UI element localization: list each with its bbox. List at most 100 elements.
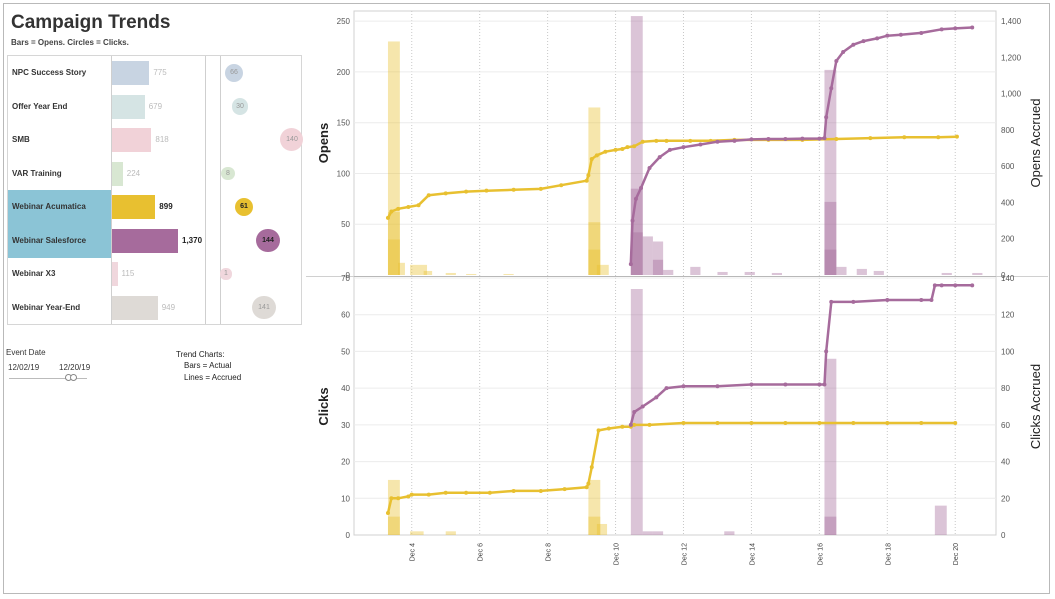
y2-tick-label: 800 [1001, 126, 1015, 135]
campaign-row[interactable]: SMB 818 140 [8, 123, 304, 157]
y2-tick-label: 200 [1001, 235, 1015, 244]
chart-bar [398, 262, 405, 275]
trend-charts-note-lines: Lines = Accrued [184, 373, 242, 382]
y2-tick-label: 40 [1001, 458, 1010, 467]
campaign-row[interactable]: Offer Year End 679 30 [8, 90, 301, 124]
y-tick-label: 10 [341, 494, 350, 503]
accrued-point [620, 424, 625, 429]
chart-bar [642, 531, 653, 535]
trend-charts-note-bars: Bars = Actual [184, 361, 232, 370]
accrued-point [443, 490, 448, 495]
accrued-point [939, 27, 944, 32]
chart-bar [652, 259, 664, 275]
x-tick-label: Dec 12 [681, 543, 688, 565]
accrued-point [822, 382, 827, 387]
opens-bar[interactable] [112, 195, 156, 219]
accrued-point [749, 382, 754, 387]
clicks-circle[interactable] [234, 197, 254, 217]
clicks-circle[interactable] [231, 98, 248, 115]
opens-value: 115 [121, 269, 135, 278]
y-tick-label: 200 [337, 68, 351, 77]
opens-bar[interactable] [112, 228, 178, 253]
clicks-circle[interactable] [224, 63, 244, 83]
accrued-point [406, 205, 411, 210]
trend-charts[interactable]: Dec 4 Dec 6 Dec 8 Dec 10 Dec 12 Dec 14 Dec 16 D… [306, 6, 1048, 581]
event-date-end[interactable]: 12/20/19 [59, 363, 91, 372]
clicks-value: 66 [230, 69, 238, 76]
x-tick-label: Dec 4 [410, 543, 417, 561]
campaign-row[interactable]: Webinar Acumatica 899 61 [8, 190, 301, 224]
chart-bar [596, 523, 608, 535]
chart-bar [824, 201, 837, 275]
clicks-value: 140 [286, 136, 298, 143]
accrued-point [954, 134, 959, 139]
clicks-circle[interactable] [220, 268, 232, 280]
accrued-point [851, 299, 856, 304]
clicks-circle[interactable] [280, 128, 304, 152]
y-tick-label: 30 [341, 421, 350, 430]
accrued-point [919, 421, 924, 426]
x-tick-label: Dec 18 [885, 543, 892, 565]
accrued-point [487, 490, 492, 495]
accrued-point [640, 139, 645, 144]
chart-bar [642, 236, 653, 275]
accrued-point [715, 384, 720, 389]
y2-axis-title: Clicks Accrued [1028, 364, 1043, 449]
chart-bar [771, 272, 782, 275]
chart-bar [856, 268, 867, 275]
chart-bar [445, 272, 456, 275]
accrued-point [484, 188, 489, 193]
campaign-row[interactable]: Webinar X3 115 1 [8, 257, 301, 291]
campaign-row[interactable]: Webinar Year-End 949 141 [8, 291, 301, 325]
campaign-row[interactable]: Webinar Salesforce 1,370 144 [8, 223, 301, 258]
accrued-point [584, 178, 589, 183]
accrued-point [654, 395, 659, 400]
y2-tick-label: 120 [1001, 311, 1015, 320]
chart-bar [663, 269, 674, 275]
y2-tick-label: 140 [1001, 274, 1015, 283]
y2-axis-title: Opens Accrued [1028, 99, 1043, 188]
accrued-point [861, 39, 866, 44]
campaign-row[interactable]: NPC Success Story 775 66 [8, 56, 301, 90]
clicks-circle[interactable] [256, 228, 280, 253]
opens-bar[interactable] [112, 161, 123, 186]
accrued-point [559, 183, 564, 188]
circle-axis-line [220, 56, 221, 324]
accrued-point [817, 136, 822, 141]
campaign-row[interactable]: VAR Training 224 8 [8, 157, 301, 191]
chart-bar [690, 266, 701, 275]
chart-bar [387, 479, 400, 535]
opens-bar[interactable] [112, 295, 158, 320]
event-date-slider-track[interactable] [9, 378, 87, 379]
event-date-slider-end-handle[interactable] [70, 374, 77, 381]
chart-bar [652, 531, 664, 535]
y-tick-label: 100 [337, 169, 351, 178]
accrued-point [885, 298, 890, 303]
clicks-circle[interactable] [221, 166, 235, 181]
chart-bar [588, 516, 601, 535]
accrued-point [443, 191, 448, 196]
accrued-point [584, 485, 589, 490]
opens-bar[interactable] [112, 94, 145, 119]
page-title: Campaign Trends [11, 12, 171, 33]
chart-bar [588, 222, 601, 275]
y2-tick-label: 20 [1001, 494, 1010, 503]
clicks-circle[interactable] [252, 295, 276, 320]
opens-bar[interactable] [112, 61, 150, 85]
opens-bar[interactable] [112, 262, 118, 286]
chart-bar [387, 239, 400, 275]
accrued-point [766, 137, 771, 142]
chart-bar [941, 272, 952, 275]
opens-bar[interactable] [112, 128, 152, 152]
accrued-point [640, 404, 645, 409]
event-date-start[interactable]: 12/02/19 [8, 363, 40, 372]
accrued-point [932, 283, 937, 288]
chart-bar [717, 271, 728, 275]
chart-bar [744, 271, 755, 275]
accrued-point [426, 193, 431, 198]
accrued-point [416, 203, 421, 208]
y2-tick-label: 80 [1001, 384, 1010, 393]
accrued-point [749, 137, 754, 142]
accrued-point [385, 510, 390, 515]
page-subtitle: Bars = Opens. Circles = Clicks. [11, 38, 129, 47]
